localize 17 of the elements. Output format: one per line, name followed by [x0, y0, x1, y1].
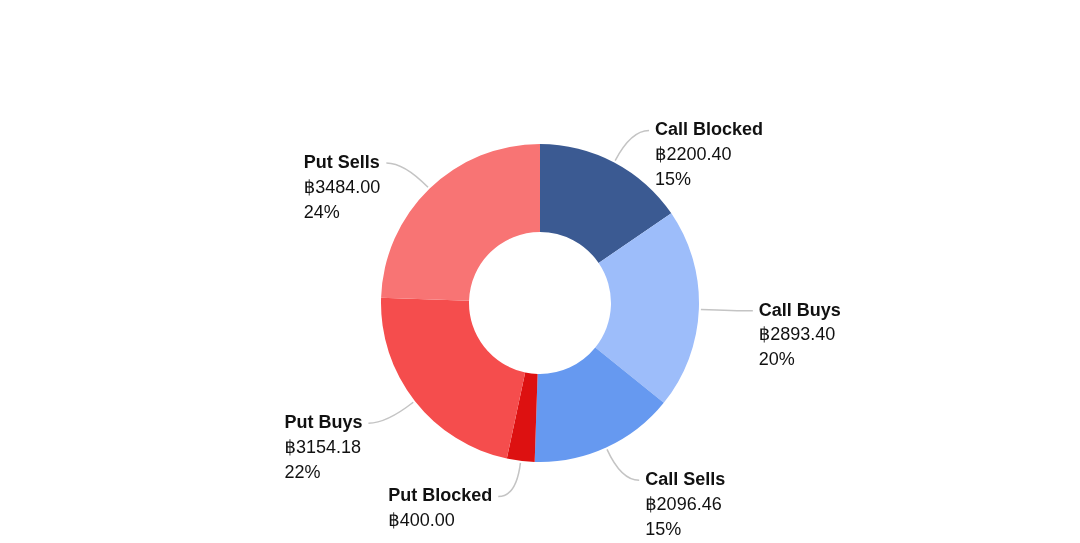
donut-slice — [381, 144, 540, 301]
slice-label: Put Blocked — [388, 485, 493, 506]
data-label: ฿3484.00 24% — [303, 176, 381, 222]
slice-label: Call Sells — [645, 469, 726, 490]
data-label: ฿2096.46 15% — [645, 494, 722, 540]
data-label: ฿2200.40 15% — [655, 144, 732, 190]
donut-slice — [381, 297, 526, 459]
donut-slice — [534, 347, 664, 462]
slice-label: Call Blocked — [655, 119, 764, 140]
data-label: ฿400.00 — [388, 510, 455, 531]
slice-label: Call Buys — [758, 299, 841, 320]
data-label: ฿2893.40 20% — [758, 324, 836, 370]
data-label: ฿3154.18 22% — [284, 436, 361, 482]
donut-slice — [595, 213, 699, 403]
donut-slice — [506, 372, 538, 462]
slice-label: Put Buys — [284, 411, 363, 432]
slice-label: Put Sells — [303, 151, 380, 172]
